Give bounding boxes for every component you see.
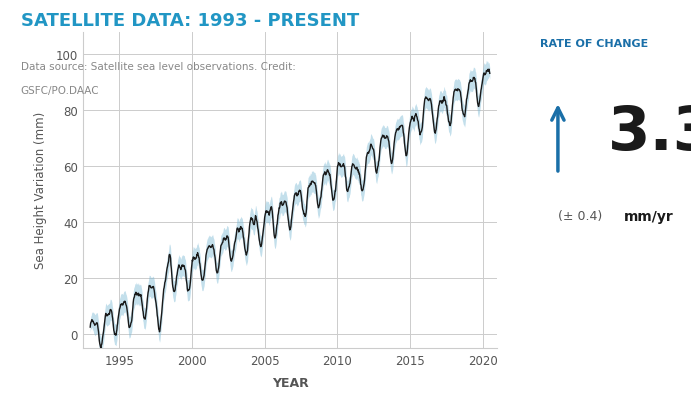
Text: (± 0.4): (± 0.4) bbox=[558, 209, 602, 222]
Text: 3.3: 3.3 bbox=[607, 104, 691, 163]
Text: GSFC/PO.DAAC: GSFC/PO.DAAC bbox=[21, 86, 100, 96]
Text: mm/yr: mm/yr bbox=[624, 209, 674, 223]
X-axis label: YEAR: YEAR bbox=[272, 376, 308, 389]
Text: SATELLITE DATA: 1993 - PRESENT: SATELLITE DATA: 1993 - PRESENT bbox=[21, 12, 359, 30]
Y-axis label: Sea Height Variation (mm): Sea Height Variation (mm) bbox=[35, 112, 48, 269]
Text: Data source: Satellite sea level observations. Credit:: Data source: Satellite sea level observa… bbox=[21, 61, 296, 71]
Text: RATE OF CHANGE: RATE OF CHANGE bbox=[540, 39, 648, 49]
